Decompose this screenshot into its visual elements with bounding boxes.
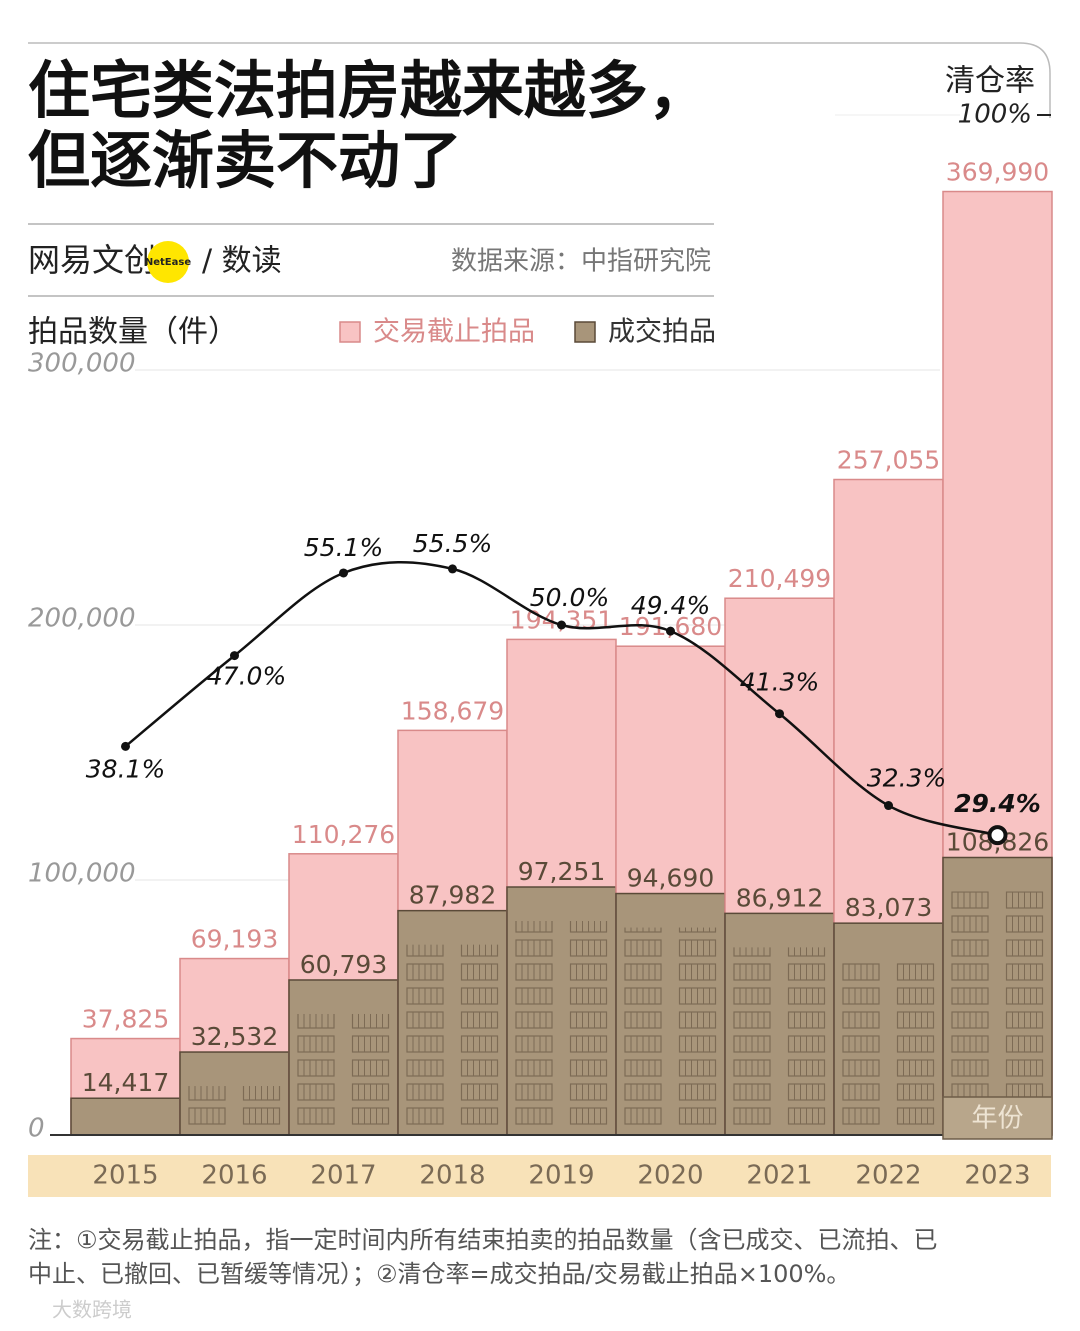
rate-point <box>448 564 457 574</box>
rate-label: 41.3% <box>740 668 819 697</box>
rate-label: 32.3% <box>867 764 946 793</box>
y2-axis-label: 清仓率 <box>945 64 1035 99</box>
frame <box>28 42 1051 118</box>
rate-point <box>230 651 239 661</box>
rate-label: 49.4% <box>631 591 710 620</box>
brand-column: / 数读 <box>202 244 282 279</box>
y-tick-label: 100,000 <box>28 859 136 889</box>
x-tick-label: 2018 <box>419 1161 485 1191</box>
note: 中止、已撤回、已暂缓等情况）；②清仓率=成交拍品/交易截止拍品×100%。 <box>28 1260 850 1288</box>
value-label: 369,990 <box>946 158 1049 187</box>
bar-windows <box>398 944 507 1129</box>
value-label: 60,793 <box>300 950 387 979</box>
y-tick-label: 0 <box>28 1114 45 1144</box>
value-label: 210,499 <box>728 564 831 593</box>
value-label: 86,912 <box>736 883 823 912</box>
value-label: 32,532 <box>191 1022 278 1051</box>
x-tick-label: 2017 <box>310 1161 376 1191</box>
watermark: 大数跨境 <box>52 1298 132 1322</box>
value-label: 87,982 <box>409 881 496 910</box>
rate-label: 29.4% <box>954 789 1041 818</box>
x-tick-label: 2015 <box>92 1161 158 1191</box>
rate-label: 47.0% <box>207 662 286 691</box>
x-tick-label: 2016 <box>201 1161 267 1191</box>
note: 注：①交易截止拍品，指一定时间内所有结束拍卖的拍品数量（含已成交、已流拍、已 <box>28 1226 938 1254</box>
y2-tick-label: 100% <box>958 100 1032 130</box>
x-tick-label: 2019 <box>528 1161 594 1191</box>
rate-point <box>884 801 893 811</box>
rate-point <box>339 568 348 578</box>
rate-point <box>666 626 675 636</box>
brand-name: 网易文创 <box>28 241 156 279</box>
value-label: 110,276 <box>292 820 395 849</box>
value-label: 158,679 <box>401 696 504 725</box>
x-tick-label: 2023 <box>964 1161 1030 1191</box>
value-label: 14,417 <box>82 1068 169 1097</box>
bar-windows <box>289 1013 398 1129</box>
title-line: 住宅类法拍房越来越多， <box>28 54 710 127</box>
legend-swatch <box>339 321 361 343</box>
value-label: 69,193 <box>191 925 278 954</box>
rate-label: 38.1% <box>86 754 165 783</box>
brand-badge: NetEase <box>145 257 191 268</box>
rate-point <box>557 620 566 630</box>
bar-windows <box>616 927 725 1129</box>
legend-swatch <box>574 321 596 343</box>
rate-label: 55.1% <box>304 533 383 562</box>
rate-label: 50.0% <box>530 583 609 612</box>
x-tick-label: 2022 <box>855 1161 921 1191</box>
rate-label: 55.5% <box>413 529 492 558</box>
rate-point <box>775 709 784 719</box>
rate-point <box>987 825 1008 846</box>
legend-label: 成交拍品 <box>608 317 716 348</box>
bar-windows <box>507 921 616 1129</box>
rate-point <box>121 741 130 751</box>
brand-badge-bg <box>147 241 189 283</box>
value-label: 257,055 <box>837 446 940 475</box>
title-line: 但逐渐卖不动了 <box>28 124 462 197</box>
legend-label: 交易截止拍品 <box>373 317 535 348</box>
x-tick-label: 2021 <box>746 1161 812 1191</box>
x-axis-label: 年份 <box>971 1104 1023 1134</box>
bar <box>70 1097 181 1136</box>
x-tick-label: 2020 <box>637 1161 703 1191</box>
x-label-box <box>942 1096 1053 1140</box>
y-axis-label: 拍品数量（件） <box>28 315 238 350</box>
bar-windows <box>180 1086 289 1129</box>
y-tick-label: 200,000 <box>28 604 136 634</box>
x-axis-band <box>28 1155 1051 1197</box>
value-label: 37,825 <box>82 1005 169 1034</box>
value-label: 83,073 <box>845 893 932 922</box>
bar-windows <box>834 957 943 1129</box>
source: 数据来源：中指研究院 <box>451 247 711 277</box>
bar-windows <box>943 891 1052 1129</box>
y-tick-label: 300,000 <box>28 349 136 379</box>
value-label: 94,690 <box>627 864 714 893</box>
bar-windows <box>725 947 834 1129</box>
value-label: 97,251 <box>518 857 605 886</box>
